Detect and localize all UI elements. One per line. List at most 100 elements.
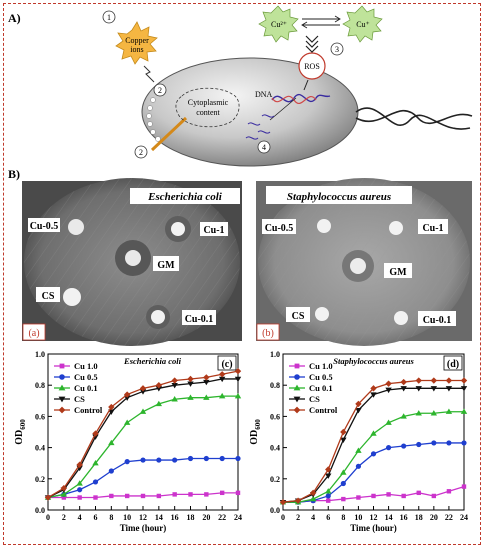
series-line (47, 457, 238, 499)
data-point (355, 407, 362, 414)
x-tick-label: 10 (123, 513, 131, 522)
data-point (108, 403, 115, 411)
data-point (109, 493, 114, 499)
data-point (235, 455, 241, 462)
label-box (262, 219, 296, 234)
data-point (156, 493, 162, 499)
legend-marker (58, 406, 66, 414)
disc-cs (63, 288, 81, 306)
plate-saureus-tag-box (256, 323, 280, 341)
panel-b-label: B) (8, 167, 20, 181)
data-point (171, 396, 178, 402)
data-point (218, 371, 226, 378)
data-point (385, 445, 392, 451)
legend-marker (58, 384, 66, 391)
data-point (77, 495, 82, 500)
data-point (370, 451, 377, 457)
data-point (355, 400, 362, 408)
cu2-label: Cu²⁺ (271, 20, 287, 29)
data-point (187, 455, 194, 462)
chart-tag-box (443, 355, 463, 371)
data-point (204, 492, 209, 497)
label-box (153, 256, 179, 271)
data-point (139, 389, 147, 395)
legend-label: Cu 0.5 (309, 372, 333, 382)
label-gm: GM (389, 267, 407, 278)
data-point (60, 484, 68, 492)
data-point (218, 376, 226, 383)
step-4-circle (257, 140, 271, 154)
data-point (171, 383, 178, 389)
x-tick-label: 14 (385, 513, 393, 522)
x-tick-label: 20 (430, 513, 438, 522)
legend-label: Cu 0.1 (74, 383, 98, 393)
data-point (187, 375, 194, 383)
data-point (187, 381, 194, 387)
disc-cu-01 (394, 311, 408, 325)
legend-label: Cu 0.5 (74, 372, 98, 382)
plate-ecoli-title-box (130, 188, 240, 204)
ros-lightning-icon (303, 79, 309, 91)
label-cu-01: Cu-0.1 (185, 314, 214, 325)
y-tick-label: 1.0 (270, 350, 280, 359)
chart-tag: (c) (221, 359, 232, 370)
copper-ions-label-line2: ions (130, 45, 143, 54)
data-point (355, 447, 362, 453)
x-tick-label: 6 (326, 513, 330, 522)
plate-saureus-title: Staphylococcus aureus (287, 191, 391, 203)
data-point (415, 410, 422, 416)
cu1-label: Cu⁺ (356, 20, 370, 29)
data-point (139, 408, 147, 414)
label-gm: GM (157, 260, 175, 271)
copper-ions-label-line1: Copper (125, 36, 149, 45)
data-point (370, 385, 377, 392)
x-axis-label: Time (hour) (350, 523, 397, 533)
legend-label: Cu 0.1 (309, 383, 333, 393)
data-point (340, 480, 346, 487)
panel-b: B) Escherichia coli Cu-0.5 Cu-1 GM CS (8, 167, 472, 346)
data-point (446, 440, 452, 446)
label-cu-1: Cu-1 (422, 223, 443, 234)
data-point (460, 386, 468, 392)
data-point (401, 443, 407, 449)
data-point (108, 468, 114, 474)
data-point (415, 386, 422, 392)
data-point (356, 495, 361, 500)
step-3-circle (330, 42, 344, 56)
data-point (370, 430, 377, 436)
data-point (108, 439, 115, 446)
x-tick-label: 24 (234, 513, 242, 522)
legend-label: Control (309, 405, 338, 415)
disc-cu-05 (68, 219, 84, 235)
data-point (140, 457, 146, 463)
data-point (76, 480, 83, 486)
legend-label: CS (74, 394, 85, 404)
equilibrium-arrow-icon (301, 15, 341, 29)
data-point (430, 386, 438, 392)
data-point (171, 377, 178, 384)
label-cu-1: Cu-1 (203, 225, 224, 236)
label-box (286, 307, 310, 322)
data-point (172, 457, 178, 463)
x-tick-label: 2 (62, 513, 66, 522)
legend-marker (293, 384, 301, 391)
label-box (384, 263, 412, 278)
data-point (188, 492, 193, 497)
data-point (155, 400, 163, 407)
data-point (341, 496, 346, 502)
data-point (446, 489, 452, 494)
data-point (124, 459, 130, 465)
data-point (340, 469, 347, 475)
data-point (123, 419, 131, 425)
chart-title: Escherichia coli (123, 356, 182, 366)
data-point (123, 391, 131, 398)
y-axis-label: OD600 (14, 419, 27, 445)
x-tick-label: 16 (171, 513, 179, 522)
membrane-rupture-icon (150, 116, 188, 152)
chart-tag-box (217, 355, 237, 371)
x-tick-label: 4 (311, 513, 315, 522)
x-tick-label: 2 (296, 513, 300, 522)
data-point (187, 394, 194, 400)
data-point (430, 410, 438, 416)
x-tick-label: 8 (341, 513, 345, 522)
